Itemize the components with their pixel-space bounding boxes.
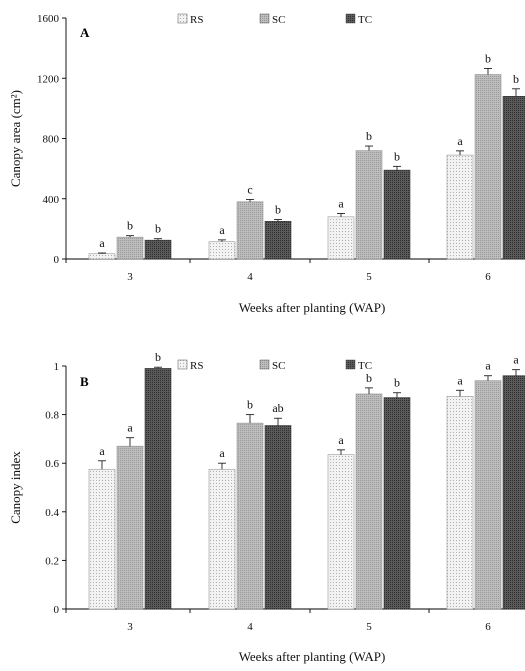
legend-label-rs: RS bbox=[190, 14, 203, 26]
significance-label: b bbox=[155, 350, 161, 364]
significance-label: b bbox=[485, 51, 491, 65]
panel-label: A bbox=[80, 25, 90, 40]
bar-tc bbox=[264, 425, 292, 610]
bar-rs bbox=[208, 241, 236, 260]
bar-rs bbox=[208, 468, 236, 610]
x-tick-label: 4 bbox=[247, 271, 253, 283]
chart-panel-a: 0 400 800 1200 1600 3 4 5 6 Weeks after planting … bbox=[8, 13, 525, 315]
y-tick-label: 1200 bbox=[37, 73, 60, 85]
x-tick-label: 3 bbox=[127, 271, 133, 283]
y-tick-label: 0.6 bbox=[45, 458, 59, 470]
significance-label: b bbox=[366, 371, 372, 385]
y-tick-label: 0 bbox=[54, 604, 60, 616]
significance-label: b bbox=[127, 219, 133, 233]
y-tick-label: 0.8 bbox=[45, 410, 59, 422]
y-tick-label: 400 bbox=[43, 194, 60, 206]
significance-label: a bbox=[99, 444, 105, 458]
bar-tc bbox=[264, 221, 292, 260]
bar-tc bbox=[144, 368, 172, 610]
significance-label: a bbox=[457, 373, 463, 387]
y-tick-label: 800 bbox=[43, 134, 60, 146]
significance-label: a bbox=[219, 446, 225, 460]
bar-rs bbox=[88, 253, 116, 260]
x-tick-label: 4 bbox=[247, 621, 253, 633]
significance-label: b bbox=[247, 398, 253, 412]
y-tick-label: 0.4 bbox=[45, 507, 59, 519]
bar-rs bbox=[327, 454, 355, 610]
significance-label: a bbox=[338, 433, 344, 447]
significance-label: b bbox=[513, 72, 519, 86]
significance-label: b bbox=[155, 222, 161, 236]
x-tick-label: 5 bbox=[366, 271, 372, 283]
bar-sc bbox=[474, 74, 502, 260]
bar-sc bbox=[116, 236, 144, 260]
bar-tc bbox=[383, 397, 411, 610]
y-axis-title: Canopy area (cm²) bbox=[8, 90, 23, 187]
legend-label-rs: RS bbox=[190, 360, 203, 372]
significance-label: b bbox=[366, 129, 372, 143]
y-tick-label: 0 bbox=[54, 254, 60, 266]
bar-tc bbox=[502, 96, 525, 260]
bar-rs bbox=[446, 396, 474, 610]
significance-label: b bbox=[275, 203, 281, 217]
x-axis-title: Weeks after planting (WAP) bbox=[239, 300, 386, 315]
legend-label-sc: SC bbox=[272, 360, 285, 372]
chart-panel-b: 0 0.2 0.4 0.6 0.8 1 3 4 5 6 Weeks after planting (… bbox=[8, 350, 525, 664]
x-tick-label: 5 bbox=[366, 621, 372, 633]
x-axis-title: Weeks after planting (WAP) bbox=[239, 649, 386, 664]
legend-swatch-tc bbox=[345, 359, 356, 370]
y-tick-label: 1600 bbox=[37, 13, 60, 25]
bar-sc bbox=[355, 150, 383, 260]
y-tick-label: 0.2 bbox=[45, 555, 59, 567]
x-tick-label: 3 bbox=[127, 621, 133, 633]
legend-swatch-tc bbox=[345, 13, 356, 24]
bar-tc bbox=[383, 169, 411, 260]
bar-sc bbox=[236, 422, 264, 610]
significance-label: ab bbox=[272, 401, 283, 415]
panel-label: B bbox=[80, 374, 89, 389]
legend-label-tc: TC bbox=[358, 360, 372, 372]
legend-swatch-rs bbox=[177, 359, 188, 370]
significance-label: a bbox=[219, 223, 225, 237]
significance-label: a bbox=[127, 421, 133, 435]
y-axis-title: Canopy index bbox=[8, 451, 23, 524]
bar-sc bbox=[474, 380, 502, 610]
significance-label: a bbox=[457, 134, 463, 148]
significance-label: b bbox=[394, 376, 400, 390]
legend-label-tc: TC bbox=[358, 14, 372, 26]
bar-tc bbox=[144, 239, 172, 260]
x-tick-label: 6 bbox=[485, 271, 491, 283]
legend-swatch-sc bbox=[259, 359, 270, 370]
legend-label-sc: SC bbox=[272, 14, 285, 26]
legend-swatch-rs bbox=[177, 13, 188, 24]
bar-sc bbox=[355, 393, 383, 610]
significance-label: b bbox=[394, 149, 400, 163]
significance-label: a bbox=[485, 359, 491, 373]
significance-label: a bbox=[513, 353, 519, 367]
legend-swatch-sc bbox=[259, 13, 270, 24]
bar-rs bbox=[88, 468, 116, 610]
significance-label: a bbox=[99, 236, 105, 250]
bar-sc bbox=[116, 445, 144, 610]
significance-label: c bbox=[247, 183, 252, 197]
bar-sc bbox=[236, 201, 264, 260]
bar-tc bbox=[502, 375, 525, 610]
y-tick-label: 1 bbox=[54, 361, 60, 373]
bar-rs bbox=[446, 154, 474, 260]
bar-rs bbox=[327, 216, 355, 260]
x-tick-label: 6 bbox=[485, 621, 491, 633]
significance-label: a bbox=[338, 197, 344, 211]
